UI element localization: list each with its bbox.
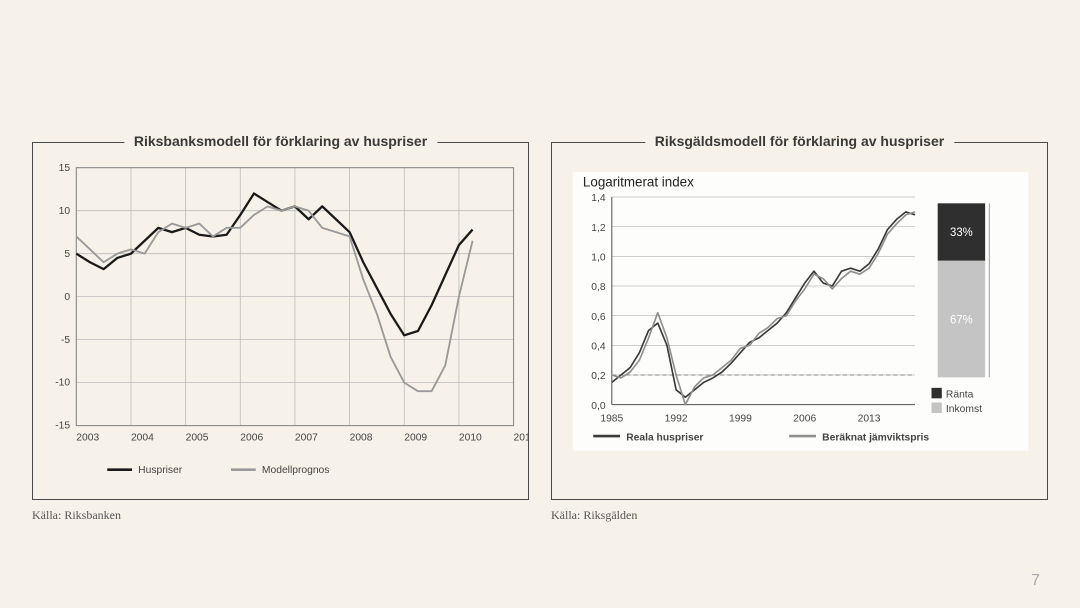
- svg-text:Inkomst: Inkomst: [946, 404, 982, 415]
- svg-text:1,0: 1,0: [591, 252, 606, 263]
- svg-text:10: 10: [59, 206, 71, 217]
- svg-text:Modellprognos: Modellprognos: [262, 465, 329, 476]
- page-number: 7: [1031, 572, 1040, 590]
- panels-row: Riksbanksmodell för förklaring av huspri…: [32, 142, 1048, 500]
- svg-text:67%: 67%: [950, 314, 973, 326]
- svg-text:2007: 2007: [295, 432, 318, 443]
- svg-text:2009: 2009: [404, 432, 427, 443]
- svg-text:0,0: 0,0: [591, 401, 606, 412]
- svg-text:2003: 2003: [76, 432, 99, 443]
- svg-text:Huspriser: Huspriser: [138, 465, 183, 476]
- svg-text:1999: 1999: [729, 413, 752, 424]
- left-panel: Riksbanksmodell för förklaring av huspri…: [32, 142, 529, 500]
- left-source: Källa: Riksbanken: [32, 508, 121, 523]
- svg-text:33%: 33%: [950, 227, 973, 239]
- left-panel-title: Riksbanksmodell för förklaring av huspri…: [124, 133, 437, 149]
- svg-text:2008: 2008: [350, 432, 373, 443]
- right-panel-title: Riksgäldsmodell för förklaring av huspri…: [645, 133, 954, 149]
- left-chart: -15 -10 -5 0 5 10 15 2003 2004 2005 2006 2007 2008 20…: [33, 153, 528, 499]
- svg-text:0,4: 0,4: [591, 341, 606, 352]
- svg-text:2005: 2005: [186, 432, 209, 443]
- svg-text:1,4: 1,4: [591, 193, 606, 204]
- svg-text:2010: 2010: [459, 432, 482, 443]
- svg-text:1985: 1985: [600, 413, 623, 424]
- svg-text:Ränta: Ränta: [946, 389, 974, 400]
- svg-text:0,8: 0,8: [591, 282, 606, 293]
- svg-text:15: 15: [59, 163, 71, 174]
- svg-text:2013: 2013: [858, 413, 881, 424]
- svg-text:-10: -10: [55, 378, 70, 389]
- svg-text:0,6: 0,6: [591, 312, 606, 323]
- svg-text:0: 0: [64, 292, 70, 303]
- right-chart: Logaritmerat index 0,0 0,2 0,4 0,6 0,8 1,0 1,2 1…: [552, 153, 1047, 499]
- svg-text:Logaritmerat index: Logaritmerat index: [583, 174, 694, 189]
- svg-text:-5: -5: [61, 335, 70, 346]
- svg-text:2004: 2004: [131, 432, 154, 443]
- right-source: Källa: Riksgälden: [551, 508, 637, 523]
- svg-text:2011: 2011: [514, 432, 528, 443]
- svg-text:0,2: 0,2: [591, 371, 606, 382]
- right-panel: Riksgäldsmodell för förklaring av huspri…: [551, 142, 1048, 500]
- svg-text:2006: 2006: [240, 432, 263, 443]
- svg-text:2006: 2006: [793, 413, 816, 424]
- svg-text:1,2: 1,2: [591, 223, 606, 234]
- svg-text:-15: -15: [55, 421, 70, 432]
- svg-text:Reala huspriser: Reala huspriser: [626, 432, 703, 443]
- svg-text:5: 5: [64, 249, 70, 260]
- svg-text:1992: 1992: [665, 413, 688, 424]
- svg-text:Beräknat jämviktspris: Beräknat jämviktspris: [822, 432, 929, 443]
